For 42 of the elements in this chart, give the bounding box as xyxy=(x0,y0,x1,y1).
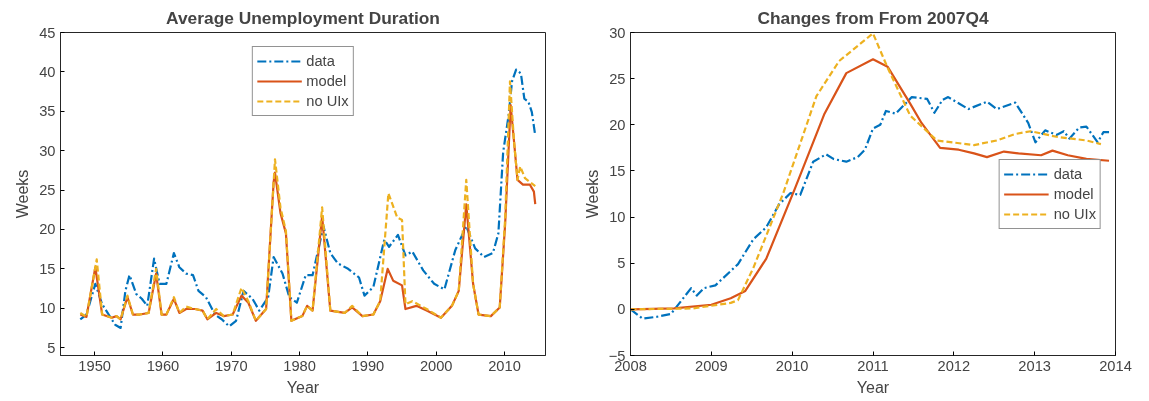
y-tick-label: 35 xyxy=(39,103,56,120)
y-axis-title: Weeks xyxy=(583,169,601,219)
y-tick-label: 25 xyxy=(609,70,626,87)
x-tick-label: 1950 xyxy=(78,357,111,374)
y-tick-label: 25 xyxy=(39,182,56,199)
y-tick-label: 0 xyxy=(617,301,626,318)
line-series xyxy=(630,96,1111,320)
x-tick-label: 2013 xyxy=(1018,357,1051,374)
x-tick-label: 2009 xyxy=(695,357,728,374)
x-tick-label: 2012 xyxy=(937,357,971,374)
y-tick-label: 10 xyxy=(609,209,626,226)
y-axis-title: Weeks xyxy=(14,169,32,219)
x-tick-label: 2011 xyxy=(857,357,889,374)
chart-title: Average Unemployment Duration xyxy=(166,7,440,28)
x-tick-label: 1960 xyxy=(146,357,180,374)
y-tick-label: 15 xyxy=(609,162,626,179)
x-axis-title: Year xyxy=(286,378,320,396)
x-tick-label: 1990 xyxy=(351,357,385,374)
chart-title: Changes from From 2007Q4 xyxy=(757,7,989,28)
x-axis-title: Year xyxy=(856,378,890,396)
y-tick-label: 20 xyxy=(609,116,626,133)
y-tick-label: 15 xyxy=(39,260,56,277)
x-tick-label: 2010 xyxy=(488,357,521,374)
x-tick-label: 2014 xyxy=(1099,357,1132,374)
legend-label: no UIx xyxy=(1053,205,1096,222)
legend-label: model xyxy=(1053,185,1094,202)
y-tick-label: 5 xyxy=(617,255,626,272)
y-tick-label: 40 xyxy=(39,63,56,80)
legend-label: model xyxy=(306,73,347,89)
y-tick-label: 30 xyxy=(609,24,626,41)
x-tick-label: 2010 xyxy=(775,357,809,374)
x-tick-label: 1970 xyxy=(214,357,248,374)
x-tick-label: 2000 xyxy=(419,357,453,374)
legend-label: no UIx xyxy=(306,93,349,109)
y-tick-label: 30 xyxy=(39,142,56,159)
x-tick-label: 1980 xyxy=(283,357,316,374)
y-tick-label: 45 xyxy=(39,24,56,41)
y-tick-label: 5 xyxy=(47,339,56,356)
y-tick-label: 20 xyxy=(39,221,56,238)
y-tick-label: 10 xyxy=(39,300,56,317)
legend-label: data xyxy=(1053,165,1083,182)
legend-label: data xyxy=(306,53,335,69)
